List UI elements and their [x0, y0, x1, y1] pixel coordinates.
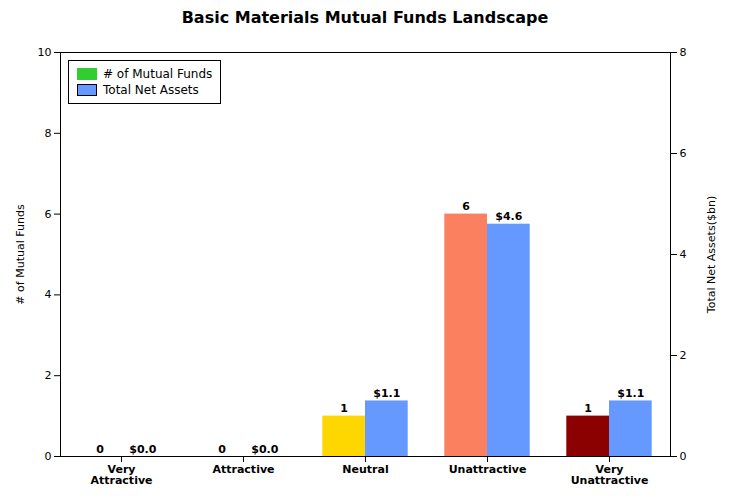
svg-text:Neutral: Neutral — [342, 463, 388, 476]
svg-text:Total Net Assets($bn): Total Net Assets($bn) — [705, 196, 718, 314]
svg-text:0: 0 — [96, 443, 104, 456]
svg-text:$0.0: $0.0 — [129, 443, 156, 456]
svg-text:0: 0 — [45, 450, 52, 463]
svg-text:Attractive: Attractive — [212, 463, 274, 476]
svg-text:Unattractive: Unattractive — [449, 463, 527, 476]
svg-text:4: 4 — [680, 248, 687, 261]
svg-text:8: 8 — [45, 127, 52, 140]
svg-text:6: 6 — [45, 208, 52, 221]
svg-text:2: 2 — [45, 369, 52, 382]
svg-text:1: 1 — [584, 402, 592, 415]
svg-text:6: 6 — [462, 200, 470, 213]
svg-text:# of Mutual Funds: # of Mutual Funds — [14, 204, 27, 305]
svg-text:$1.1: $1.1 — [373, 387, 400, 400]
svg-text:$1.1: $1.1 — [617, 387, 644, 400]
svg-text:0: 0 — [680, 450, 687, 463]
svg-text:10: 10 — [38, 46, 52, 59]
svg-text:8: 8 — [680, 46, 687, 59]
html-text:Basic Materials Mutual Funds L: Basic Materials Mutual Funds Landscape — [181, 8, 549, 27]
svg-text:VeryUnattractive: VeryUnattractive — [571, 463, 649, 487]
html-text:# of Mutual Funds: # of Mutual Funds — [103, 67, 213, 81]
svg-text:4: 4 — [45, 288, 52, 301]
svg-text:6: 6 — [680, 147, 687, 160]
svg-text:1: 1 — [340, 402, 348, 415]
svg-text:VeryAttractive: VeryAttractive — [90, 463, 152, 487]
svg-text:$0.0: $0.0 — [251, 443, 278, 456]
svg-text:$4.6: $4.6 — [495, 210, 522, 223]
svg-text:0: 0 — [218, 443, 226, 456]
svg-text:2: 2 — [680, 349, 687, 362]
html-text:Total Net Assets: Total Net Assets — [103, 83, 199, 97]
